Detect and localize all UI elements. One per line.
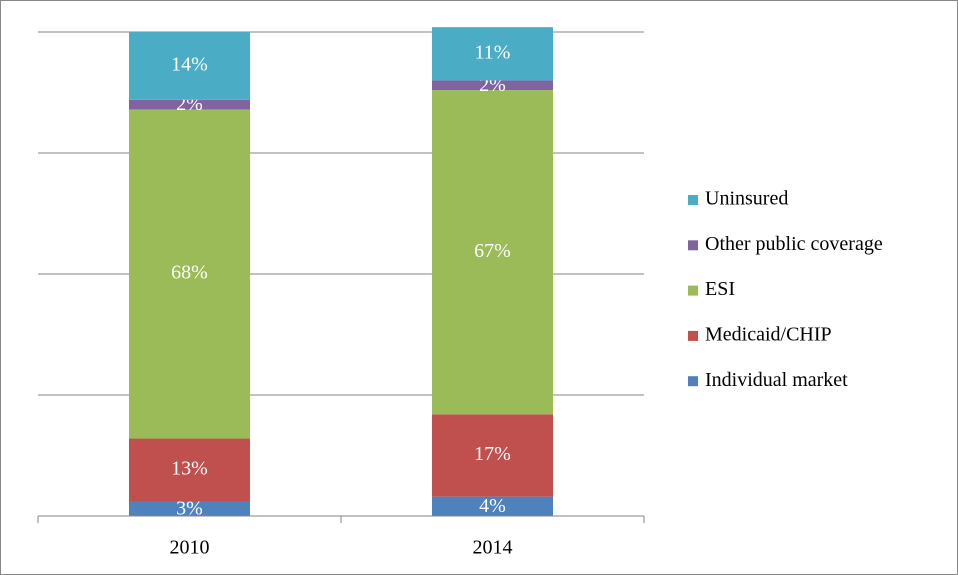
- bar-segment: [129, 109, 250, 439]
- legend-label: Uninsured: [705, 188, 788, 210]
- data-label: 11%: [475, 41, 511, 63]
- data-label: 67%: [474, 240, 511, 262]
- bar-segment: [129, 438, 250, 502]
- x-tick-label: 2014: [473, 537, 513, 559]
- bar-segment: [432, 496, 553, 516]
- data-label: 17%: [474, 443, 511, 465]
- x-tick-label: 2010: [170, 537, 210, 559]
- legend-label: ESI: [705, 278, 735, 300]
- legend-swatch: [688, 330, 698, 341]
- bar-segment: [129, 32, 250, 100]
- legend-swatch: [688, 285, 698, 296]
- bar-segment: [129, 501, 250, 516]
- legend-label: Other public coverage: [705, 233, 883, 255]
- bar-segment: [432, 90, 553, 415]
- legend-swatch: [688, 376, 698, 387]
- bar-segment: [432, 414, 553, 497]
- bar-segment: [432, 27, 553, 81]
- bar-segment: [432, 80, 553, 91]
- data-label: 4%: [479, 495, 506, 517]
- legend-swatch: [688, 240, 698, 251]
- data-label: 13%: [171, 458, 208, 480]
- data-label: 3%: [176, 497, 203, 519]
- legend-label: Individual market: [705, 369, 848, 391]
- data-label: 14%: [171, 53, 208, 75]
- data-label: 68%: [171, 262, 208, 284]
- legend-label: Medicaid/CHIP: [705, 323, 832, 345]
- legend-swatch: [688, 195, 698, 205]
- bar-segment: [129, 99, 250, 110]
